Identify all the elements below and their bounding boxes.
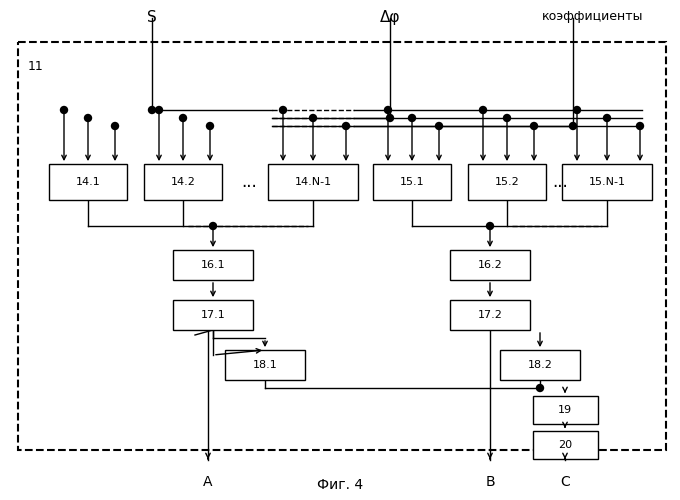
Text: 11: 11 xyxy=(28,60,44,73)
Circle shape xyxy=(112,122,118,130)
Circle shape xyxy=(207,122,214,130)
Circle shape xyxy=(61,106,67,114)
Bar xyxy=(450,300,530,330)
Circle shape xyxy=(479,106,486,114)
Circle shape xyxy=(636,122,643,130)
Bar xyxy=(268,164,358,200)
Circle shape xyxy=(180,114,186,121)
Bar xyxy=(450,250,530,280)
Circle shape xyxy=(537,384,543,392)
Text: 18.2: 18.2 xyxy=(528,360,552,370)
Text: A: A xyxy=(203,475,213,489)
Bar xyxy=(173,300,253,330)
Bar xyxy=(532,431,598,459)
Bar xyxy=(18,42,666,450)
Text: S: S xyxy=(147,10,157,25)
Text: B: B xyxy=(486,475,495,489)
Text: Фиг. 4: Фиг. 4 xyxy=(317,478,363,492)
Text: ...: ... xyxy=(241,173,257,191)
Circle shape xyxy=(570,122,577,130)
Text: 16.1: 16.1 xyxy=(201,260,225,270)
Text: 14.1: 14.1 xyxy=(75,177,101,187)
Circle shape xyxy=(309,114,316,121)
Circle shape xyxy=(84,114,92,121)
Bar xyxy=(532,396,598,424)
Text: 19: 19 xyxy=(558,405,572,415)
Text: 15.N-1: 15.N-1 xyxy=(588,177,626,187)
Circle shape xyxy=(156,106,163,114)
Bar xyxy=(562,164,652,200)
Bar xyxy=(225,350,305,380)
Bar xyxy=(49,164,127,200)
Text: C: C xyxy=(560,475,570,489)
Text: ...: ... xyxy=(552,173,568,191)
Circle shape xyxy=(604,114,611,121)
Text: 17.1: 17.1 xyxy=(201,310,225,320)
Text: Δφ: Δφ xyxy=(379,10,401,25)
Circle shape xyxy=(409,114,415,121)
Circle shape xyxy=(486,222,494,230)
Circle shape xyxy=(148,106,156,114)
Text: 14.N-1: 14.N-1 xyxy=(294,177,332,187)
Circle shape xyxy=(279,106,286,114)
Circle shape xyxy=(573,106,581,114)
Circle shape xyxy=(503,114,511,121)
Circle shape xyxy=(209,222,216,230)
Text: 18.1: 18.1 xyxy=(253,360,277,370)
Text: коэффициенты: коэффициенты xyxy=(542,10,644,23)
Text: 17.2: 17.2 xyxy=(477,310,503,320)
Text: 16.2: 16.2 xyxy=(477,260,503,270)
Bar xyxy=(373,164,451,200)
Circle shape xyxy=(386,114,394,121)
Circle shape xyxy=(384,106,392,114)
Bar xyxy=(173,250,253,280)
Circle shape xyxy=(343,122,350,130)
Text: 20: 20 xyxy=(558,440,572,450)
Bar xyxy=(468,164,546,200)
Text: 15.2: 15.2 xyxy=(494,177,520,187)
Bar xyxy=(500,350,580,380)
Circle shape xyxy=(530,122,537,130)
Bar xyxy=(144,164,222,200)
Text: 15.1: 15.1 xyxy=(400,177,424,187)
Circle shape xyxy=(435,122,443,130)
Text: 14.2: 14.2 xyxy=(171,177,195,187)
